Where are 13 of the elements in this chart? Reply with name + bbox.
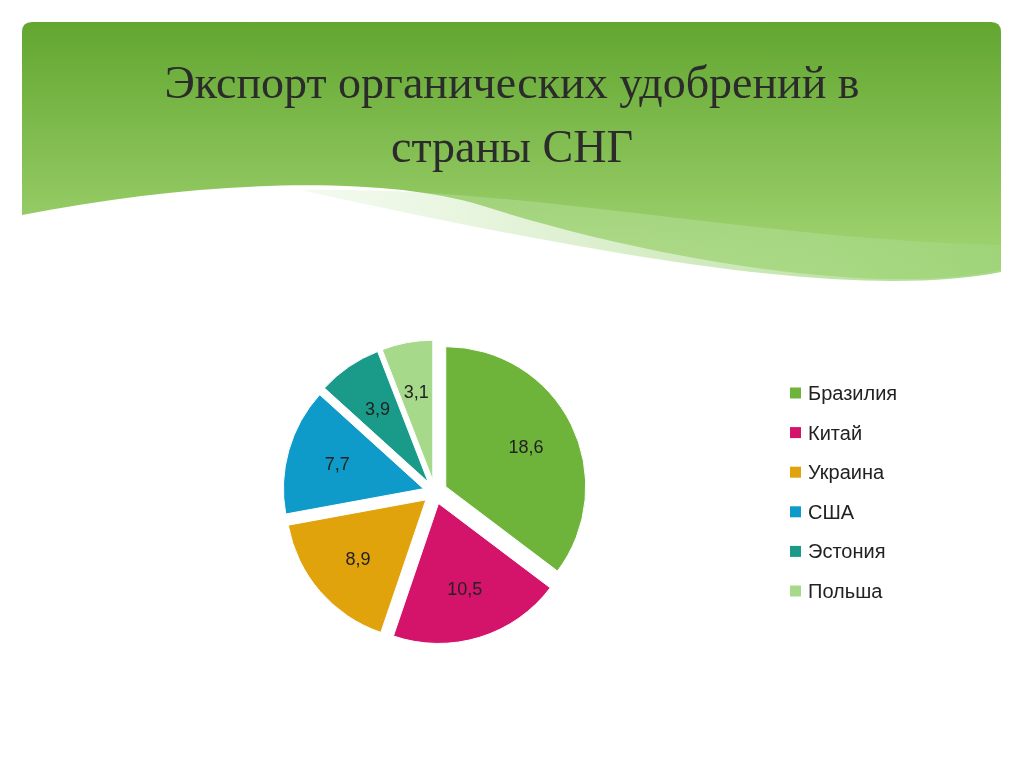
legend-label: Украина: [808, 461, 886, 484]
data-label: 8,9: [345, 548, 371, 569]
data-label: 7,7: [324, 454, 350, 475]
data-label: 3,9: [364, 398, 390, 419]
data-label: 3,1: [403, 382, 429, 403]
legend-label: Бразилия: [808, 382, 898, 404]
legend-label: Польша: [808, 580, 884, 602]
chart-title: Экспорт органических удобрений в страны СНГ: [164, 57, 860, 172]
data-label: 18,6: [508, 437, 544, 458]
data-label: 10,5: [447, 579, 483, 600]
legend-label: США: [808, 500, 855, 523]
legend-label: Китай: [808, 421, 863, 444]
legend-label: Эстония: [808, 540, 886, 563]
